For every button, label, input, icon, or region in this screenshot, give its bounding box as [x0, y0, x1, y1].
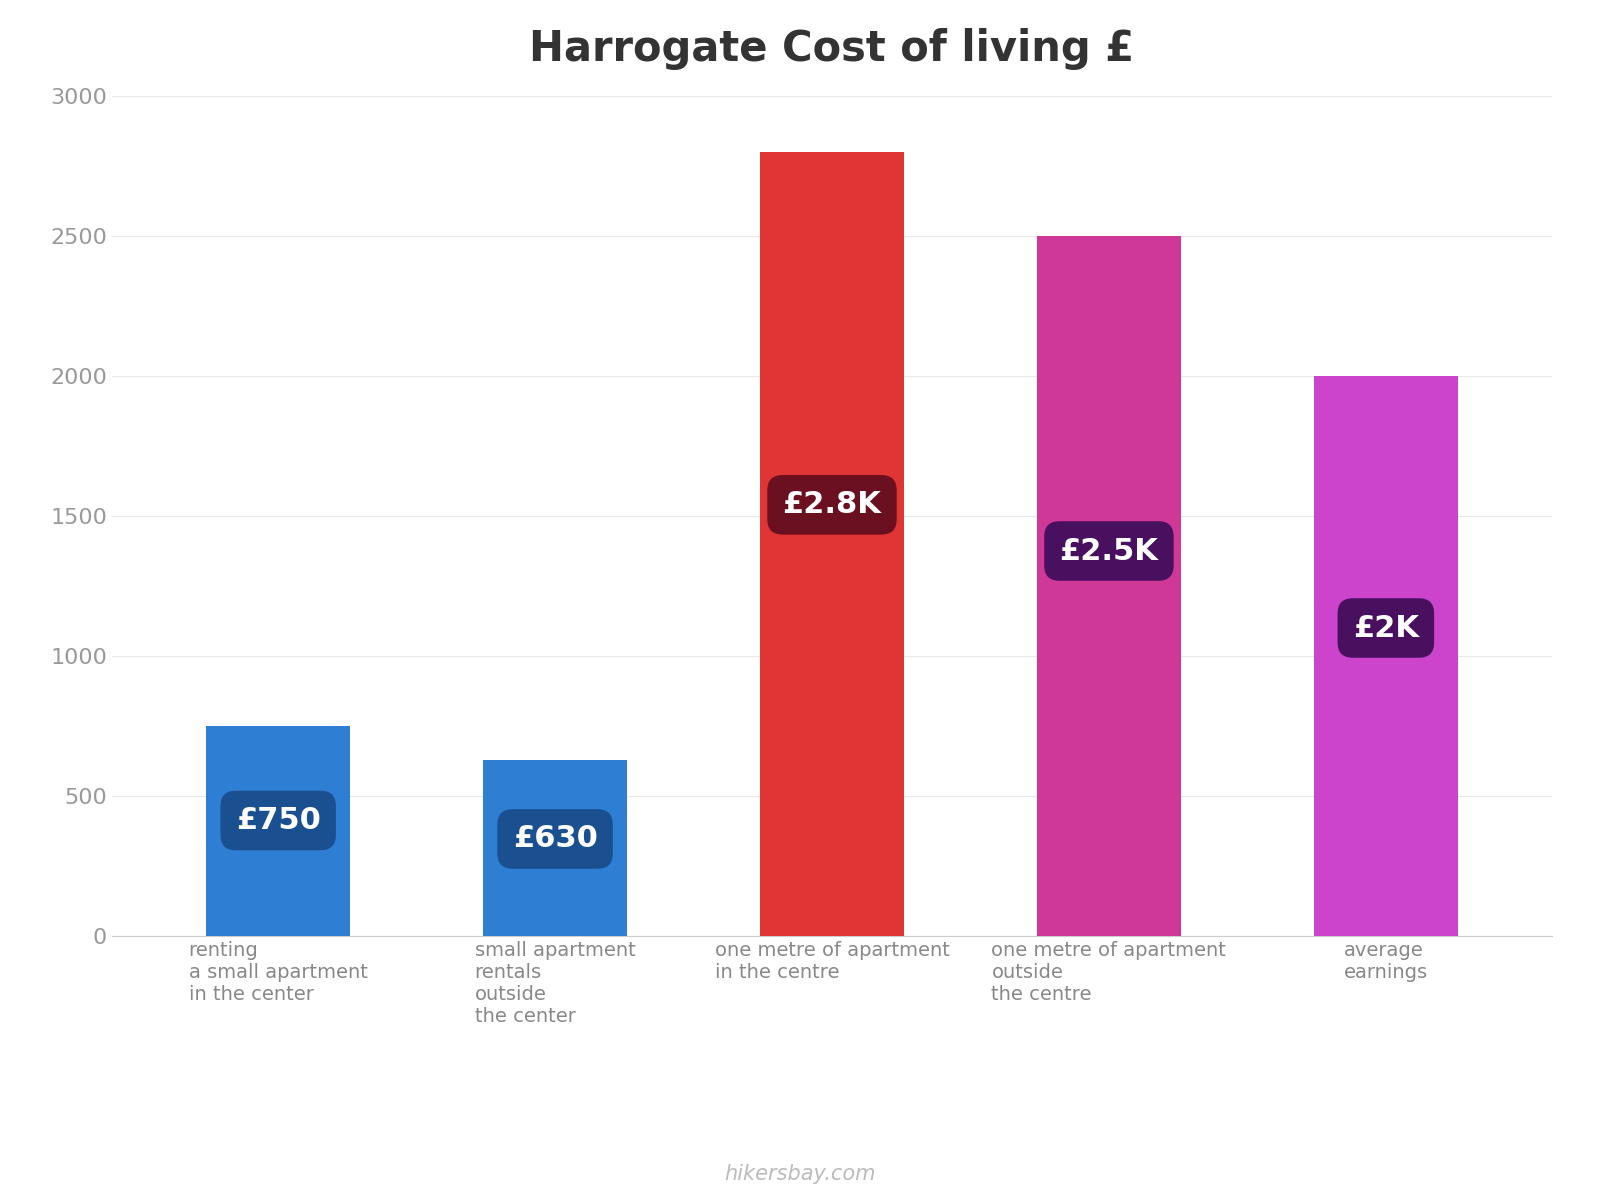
Title: Harrogate Cost of living £: Harrogate Cost of living £ [530, 29, 1134, 71]
Bar [206, 726, 350, 936]
Text: £2.5K: £2.5K [1059, 536, 1158, 565]
Bar [1314, 376, 1458, 936]
Text: hikersbay.com: hikersbay.com [725, 1164, 875, 1183]
Text: £2K: £2K [1354, 613, 1419, 642]
Text: £630: £630 [512, 824, 597, 853]
Bar [483, 760, 627, 936]
Bar [1037, 236, 1181, 936]
Text: £750: £750 [235, 806, 320, 835]
Bar [760, 152, 904, 936]
Text: £2.8K: £2.8K [782, 491, 882, 520]
